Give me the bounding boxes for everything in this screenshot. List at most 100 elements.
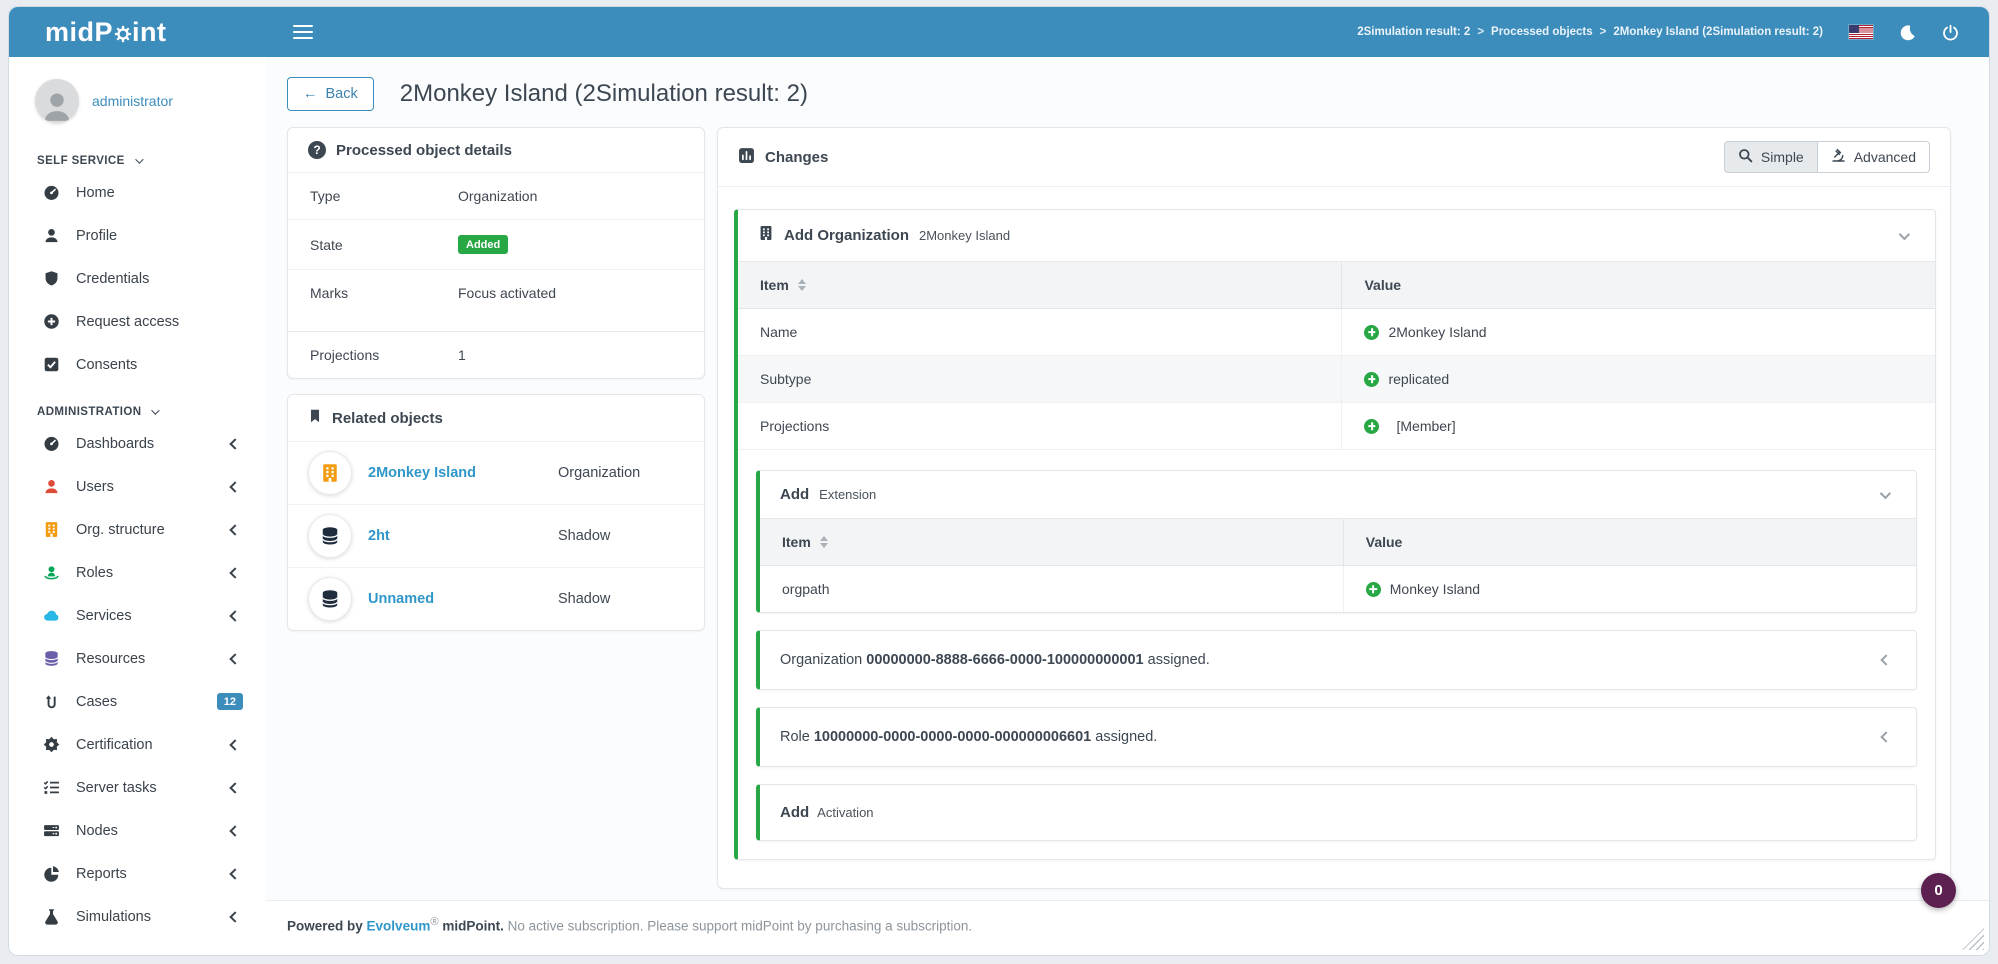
- view-mode-toggle: Simple Advanced: [1723, 141, 1930, 173]
- back-button[interactable]: ← Back: [287, 77, 374, 111]
- plus-circle-icon: [1364, 371, 1380, 387]
- sort-icon: [819, 536, 828, 548]
- breadcrumb-item[interactable]: 2Simulation result: 2: [1357, 26, 1471, 38]
- midpoint-logo[interactable]: midP int: [9, 17, 265, 48]
- sidebar-item-consents[interactable]: Consents: [9, 343, 265, 386]
- product-label: midPoint.: [442, 918, 504, 933]
- sidebar-item-dashboards[interactable]: Dashboards: [9, 422, 265, 465]
- evolveum-link[interactable]: Evolveum: [366, 918, 431, 933]
- sidebar-item-server-tasks[interactable]: Server tasks: [9, 766, 265, 809]
- chevron-left-icon: [229, 523, 241, 536]
- related-object-link[interactable]: 2Monkey Island: [368, 465, 476, 481]
- add-activation-card[interactable]: Add Activation: [756, 784, 1917, 841]
- table-row: Name 2Monkey Island: [738, 309, 1935, 356]
- role-assignment-row[interactable]: Role 10000000-0000-0000-0000-00000000660…: [756, 707, 1917, 767]
- add-extension-header[interactable]: Add Extension: [760, 471, 1916, 518]
- detail-value: Organization: [458, 188, 538, 204]
- breadcrumb: 2Simulation result: 2 > Processed object…: [1357, 26, 1823, 38]
- sidebar-item-reports[interactable]: Reports: [9, 852, 265, 895]
- power-icon[interactable]: [1942, 24, 1959, 41]
- check-square-icon: [42, 356, 61, 373]
- advanced-view-button[interactable]: Advanced: [1816, 141, 1930, 173]
- sidebar-item-nodes[interactable]: Nodes: [9, 809, 265, 852]
- chevron-left-icon: [229, 738, 241, 751]
- related-object-link[interactable]: Unnamed: [368, 591, 435, 607]
- value-cell: 2Monkey Island: [1342, 309, 1935, 355]
- related-object-row[interactable]: Unnamed Shadow: [288, 567, 704, 630]
- delta-title: Add: [780, 486, 810, 503]
- detail-label: Projections: [310, 347, 380, 363]
- sidebar-item-services[interactable]: Services: [9, 594, 265, 637]
- top-navbar: midP int 2Simulation result: 2 > Processe…: [9, 7, 1989, 57]
- changes-panel: Changes Simple Advanced: [717, 127, 1951, 889]
- assignment-suffix: assigned.: [1095, 729, 1158, 745]
- database-icon: [308, 514, 352, 558]
- chevron-down-icon: [134, 155, 144, 164]
- sidebar-item-request-access[interactable]: Request access: [9, 300, 265, 343]
- sidebar-item-simulations[interactable]: Simulations: [9, 895, 265, 938]
- assignment-prefix: Organization: [780, 652, 863, 668]
- breadcrumb-item[interactable]: Processed objects: [1491, 26, 1593, 38]
- sidebar-item-home[interactable]: Home: [9, 171, 265, 214]
- chevron-left-icon[interactable]: [1880, 654, 1892, 666]
- chevron-down-icon[interactable]: [1879, 487, 1892, 499]
- sidebar-item-resources[interactable]: Resources: [9, 637, 265, 680]
- bar-chart-icon: [738, 147, 755, 168]
- related-object-link[interactable]: 2ht: [368, 528, 390, 544]
- sidebar-item-label: Nodes: [76, 822, 118, 839]
- menu-toggle-icon[interactable]: [293, 25, 313, 39]
- detail-value: 1: [458, 347, 466, 363]
- notification-badge[interactable]: 0: [1921, 873, 1956, 908]
- chevron-down-icon[interactable]: [1898, 228, 1911, 240]
- table-row: Projections [Member]: [738, 403, 1935, 450]
- panel-header: Processed object details: [288, 128, 704, 173]
- us-flag-icon[interactable]: [1849, 25, 1873, 39]
- gear-icon: [114, 25, 132, 43]
- sidebar-section-administration[interactable]: ADMINISTRATION: [37, 406, 265, 418]
- sidebar-item-credentials[interactable]: Credentials: [9, 257, 265, 300]
- sidebar-item-label: Profile: [76, 227, 118, 244]
- related-object-type: Organization: [558, 465, 641, 481]
- app-shell: administrator SELF SERVICE Home Profile …: [9, 57, 1989, 955]
- sidebar-item-roles[interactable]: Roles: [9, 551, 265, 594]
- chevron-left-icon: [229, 910, 241, 923]
- building-icon: [308, 451, 352, 495]
- column-header-value: Value: [1364, 277, 1402, 293]
- sort-icon: [797, 279, 806, 291]
- sidebar-item-org-structure[interactable]: Org. structure: [9, 508, 265, 551]
- organization-assignment-row[interactable]: Organization 00000000-8888-6666-0000-100…: [756, 630, 1917, 690]
- sidebar-item-label: Simulations: [76, 908, 151, 925]
- server-icon: [42, 822, 61, 839]
- sidebar-section-self-service[interactable]: SELF SERVICE: [37, 155, 265, 167]
- add-organization-header[interactable]: Add Organization 2Monkey Island: [738, 210, 1935, 261]
- cloud-icon: [42, 607, 61, 624]
- chevron-left-icon[interactable]: [1880, 731, 1892, 743]
- related-object-row[interactable]: 2ht Shadow: [288, 504, 704, 567]
- detail-label: Type: [310, 188, 341, 204]
- detail-row-projections: Projections 1: [288, 331, 704, 378]
- sidebar-item-label: Home: [76, 184, 115, 201]
- navbar-right: 2Simulation result: 2 > Processed object…: [1357, 24, 1989, 41]
- related-objects-panel: Related objects 2Monkey Island Organizat…: [287, 394, 705, 631]
- section-label: SELF SERVICE: [37, 155, 125, 167]
- assignment-oid: 10000000-0000-0000-0000-000000006601: [813, 729, 1092, 745]
- chevron-left-icon: [229, 437, 241, 450]
- route-icon: [42, 693, 61, 710]
- related-object-row[interactable]: 2Monkey Island Organization: [288, 442, 704, 504]
- table-row: Subtype replicated: [738, 356, 1935, 403]
- item-cell: Subtype: [738, 356, 1343, 402]
- sidebar-item-users[interactable]: Users: [9, 465, 265, 508]
- sidebar-item-profile[interactable]: Profile: [9, 214, 265, 257]
- sidebar-item-certification[interactable]: Certification: [9, 723, 265, 766]
- user-link[interactable]: administrator: [92, 93, 173, 109]
- sidebar-item-cases[interactable]: Cases 12: [9, 680, 265, 723]
- avatar: [35, 79, 79, 123]
- column-header-item[interactable]: Item: [760, 519, 1344, 565]
- moon-icon[interactable]: [1899, 24, 1916, 41]
- assignment-oid: 00000000-8888-6666-0000-100000000001: [866, 652, 1144, 668]
- related-object-type: Shadow: [558, 591, 611, 607]
- question-circle-icon: [308, 141, 326, 159]
- content-columns: Processed object details Type Organizati…: [265, 127, 1989, 889]
- column-header-item[interactable]: Item: [738, 262, 1343, 308]
- simple-view-button[interactable]: Simple: [1723, 141, 1818, 173]
